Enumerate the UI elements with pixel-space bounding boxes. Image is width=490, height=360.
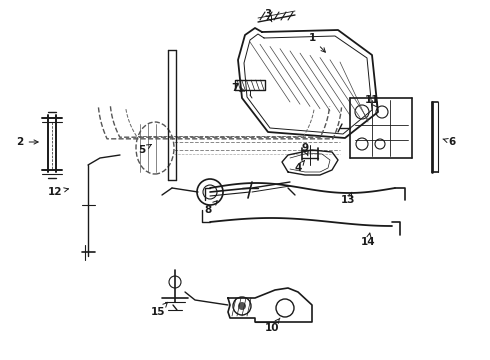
Text: 10: 10 [265,318,280,333]
Text: 1: 1 [308,33,325,52]
Text: 3: 3 [265,9,272,22]
Text: 2: 2 [16,137,38,147]
Text: 14: 14 [361,233,375,247]
Text: 11: 11 [365,95,379,108]
Text: 5: 5 [138,144,151,155]
Circle shape [238,302,246,310]
Text: 4: 4 [294,161,305,173]
Text: 6: 6 [443,137,456,147]
Text: 13: 13 [341,192,355,205]
Text: 7: 7 [231,83,245,93]
Text: 12: 12 [48,187,68,197]
Text: 8: 8 [204,201,217,215]
Text: 15: 15 [151,302,168,317]
Text: 9: 9 [301,143,309,156]
